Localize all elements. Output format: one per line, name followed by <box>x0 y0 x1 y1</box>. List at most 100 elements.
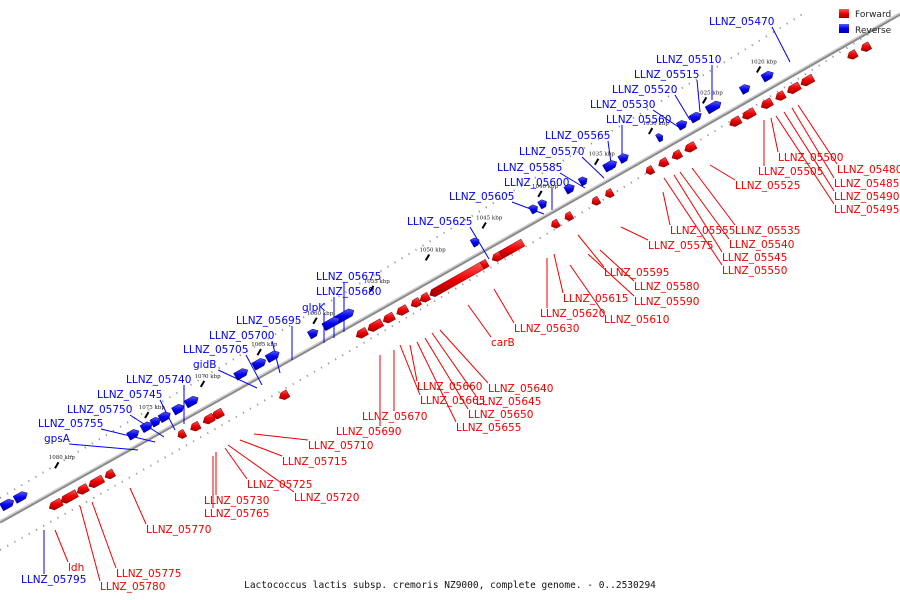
reverse-gene-label-llnz-05750[interactable]: LLNZ_05750 <box>67 404 132 416</box>
forward-gene-label-llnz-05615[interactable]: LLNZ_05615 <box>563 293 628 305</box>
forward-gene-arrow[interactable] <box>202 412 216 425</box>
forward-gene-label-llnz-05580[interactable]: LLNZ_05580 <box>634 281 699 293</box>
forward-gene-label-llnz-05480[interactable]: LLNZ_05480 <box>837 164 900 176</box>
forward-gene-arrow[interactable] <box>429 261 485 297</box>
reverse-gene-arrow[interactable] <box>528 204 538 215</box>
reverse-gene-arrow[interactable] <box>675 120 688 131</box>
legend-reverse[interactable]: Reverse <box>839 24 892 36</box>
forward-gene-arrow[interactable] <box>591 195 602 206</box>
forward-gene-label-llnz-05650[interactable]: LLNZ_05650 <box>468 409 533 421</box>
forward-gene-label-llnz-05535[interactable]: LLNZ_05535 <box>735 225 800 237</box>
forward-gene-label-llnz-05630[interactable]: LLNZ_05630 <box>514 323 579 335</box>
reverse-gene-arrow[interactable] <box>617 153 629 164</box>
forward-gene-label-llnz-05715[interactable]: LLNZ_05715 <box>282 456 347 468</box>
forward-gene-arrow[interactable] <box>355 326 369 339</box>
reverse-gene-label-llnz-05680[interactable]: LLNZ_05680 <box>316 286 381 298</box>
reverse-gene-arrow[interactable] <box>688 111 702 124</box>
forward-gene-label-llnz-05485[interactable]: LLNZ_05485 <box>834 178 899 190</box>
reverse-gene-arrow[interactable] <box>233 368 249 381</box>
forward-gene-arrow[interactable] <box>645 165 656 175</box>
reverse-gene-label-llnz-05565[interactable]: LLNZ_05565 <box>545 130 610 142</box>
forward-gene-label-llnz-05590[interactable]: LLNZ_05590 <box>634 296 699 308</box>
forward-gene-arrow[interactable] <box>847 49 859 60</box>
forward-gene-arrow[interactable] <box>551 218 561 229</box>
reverse-gene-label-llnz-05745[interactable]: LLNZ_05745 <box>97 389 162 401</box>
reverse-gene-label-llnz-05570[interactable]: LLNZ_05570 <box>519 146 584 158</box>
reverse-gene-arrow[interactable] <box>563 184 575 195</box>
reverse-gene-label-llnz-05530[interactable]: LLNZ_05530 <box>590 99 655 111</box>
forward-gene-arrow[interactable] <box>419 291 432 303</box>
forward-gene-label-llnz-05780[interactable]: LLNZ_05780 <box>100 581 165 593</box>
forward-gene-label-llnz-05540[interactable]: LLNZ_05540 <box>729 239 794 251</box>
forward-gene-arrow[interactable] <box>88 474 106 489</box>
reverse-gene-arrow[interactable] <box>0 498 15 512</box>
reverse-gene-label-llnz-05695[interactable]: LLNZ_05695 <box>236 315 301 327</box>
forward-gene-label-llnz-05645[interactable]: LLNZ_05645 <box>476 396 541 408</box>
reverse-gene-label-llnz-05755[interactable]: LLNZ_05755 <box>38 418 103 430</box>
reverse-gene-arrow[interactable] <box>704 100 722 115</box>
forward-gene-label-llnz-05765[interactable]: LLNZ_05765 <box>204 508 269 520</box>
forward-gene-arrow[interactable] <box>800 73 816 87</box>
forward-gene-label-llnz-05505[interactable]: LLNZ_05505 <box>758 166 823 178</box>
forward-gene-arrow[interactable] <box>177 428 188 439</box>
forward-gene-arrow[interactable] <box>605 188 615 198</box>
forward-gene-label-llnz-05730[interactable]: LLNZ_05730 <box>204 495 269 507</box>
forward-gene-arrow[interactable] <box>48 497 64 511</box>
reverse-gene-arrow[interactable] <box>171 403 185 416</box>
forward-gene-label-llnz-05575[interactable]: LLNZ_05575 <box>648 240 713 252</box>
forward-gene-label-llnz-05770[interactable]: LLNZ_05770 <box>146 524 211 536</box>
forward-gene-label-llnz-05655[interactable]: LLNZ_05655 <box>456 422 521 434</box>
reverse-gene-arrow[interactable] <box>306 328 319 340</box>
reverse-gene-label-llnz-05605[interactable]: LLNZ_05605 <box>449 191 514 203</box>
reverse-gene-arrow[interactable] <box>12 491 28 504</box>
reverse-gene-arrow[interactable] <box>183 395 199 409</box>
reverse-gene-label-llnz-05560[interactable]: LLNZ_05560 <box>606 114 671 126</box>
reverse-gene-arrow[interactable] <box>738 84 751 95</box>
forward-gene-arrow[interactable] <box>760 97 774 109</box>
forward-gene-label-llnz-05495[interactable]: LLNZ_05495 <box>834 204 899 216</box>
forward-gene-arrow[interactable] <box>76 483 90 495</box>
forward-gene-label-llnz-05525[interactable]: LLNZ_05525 <box>735 180 800 192</box>
forward-gene-arrow[interactable] <box>684 141 698 153</box>
forward-gene-arrow[interactable] <box>190 420 202 432</box>
reverse-gene-arrow[interactable] <box>469 237 480 248</box>
forward-gene-label-llnz-05690[interactable]: LLNZ_05690 <box>336 426 401 438</box>
reverse-gene-label-llnz-05795[interactable]: LLNZ_05795 <box>21 574 86 586</box>
forward-gene-arrow[interactable] <box>729 115 743 127</box>
reverse-gene-label-llnz-05740[interactable]: LLNZ_05740 <box>126 374 191 386</box>
forward-gene-arrow[interactable] <box>564 211 575 221</box>
forward-gene-arrow[interactable] <box>860 41 873 52</box>
forward-gene-label-carb[interactable]: carB <box>491 337 515 349</box>
reverse-gene-label-llnz-05585[interactable]: LLNZ_05585 <box>497 162 562 174</box>
reverse-gene-arrow[interactable] <box>602 160 618 173</box>
forward-gene-label-llnz-05545[interactable]: LLNZ_05545 <box>722 252 787 264</box>
forward-gene-arrow[interactable] <box>410 297 423 308</box>
reverse-gene-label-llnz-05675[interactable]: LLNZ_05675 <box>316 271 381 283</box>
forward-gene-arrow[interactable] <box>671 149 684 160</box>
reverse-gene-label-llnz-05520[interactable]: LLNZ_05520 <box>612 84 677 96</box>
reverse-gene-arrow[interactable] <box>157 411 171 424</box>
reverse-gene-label-llnz-05625[interactable]: LLNZ_05625 <box>407 216 472 228</box>
forward-gene-label-llnz-05720[interactable]: LLNZ_05720 <box>294 492 359 504</box>
legend-forward[interactable]: Forward <box>839 9 891 20</box>
forward-gene-label-llnz-05550[interactable]: LLNZ_05550 <box>722 265 787 277</box>
reverse-gene-label-llnz-05700[interactable]: LLNZ_05700 <box>209 330 274 342</box>
forward-gene-arrow[interactable] <box>396 304 410 316</box>
forward-gene-label-llnz-05710[interactable]: LLNZ_05710 <box>308 440 373 452</box>
reverse-gene-label-llnz-05705[interactable]: LLNZ_05705 <box>183 344 248 356</box>
forward-gene-arrow[interactable] <box>367 318 385 332</box>
reverse-gene-arrow[interactable] <box>655 133 663 143</box>
forward-gene-arrow[interactable] <box>787 81 802 95</box>
forward-gene-label-llnz-05610[interactable]: LLNZ_05610 <box>604 314 669 326</box>
reverse-gene-arrow[interactable] <box>537 199 547 210</box>
forward-gene-arrow[interactable] <box>491 251 504 262</box>
forward-gene-label-llnz-05620[interactable]: LLNZ_05620 <box>540 308 605 320</box>
forward-gene-label-llnz-05640[interactable]: LLNZ_05640 <box>488 383 553 395</box>
forward-gene-arrow[interactable] <box>278 389 291 400</box>
forward-gene-label-ldh[interactable]: ldh <box>68 562 84 574</box>
forward-gene-label-llnz-05775[interactable]: LLNZ_05775 <box>116 568 181 580</box>
forward-gene-label-llnz-05595[interactable]: LLNZ_05595 <box>604 267 669 279</box>
forward-gene-arrow[interactable] <box>60 489 79 504</box>
reverse-gene-label-llnz-05470[interactable]: LLNZ_05470 <box>709 16 774 28</box>
forward-gene-arrow[interactable] <box>775 90 787 101</box>
